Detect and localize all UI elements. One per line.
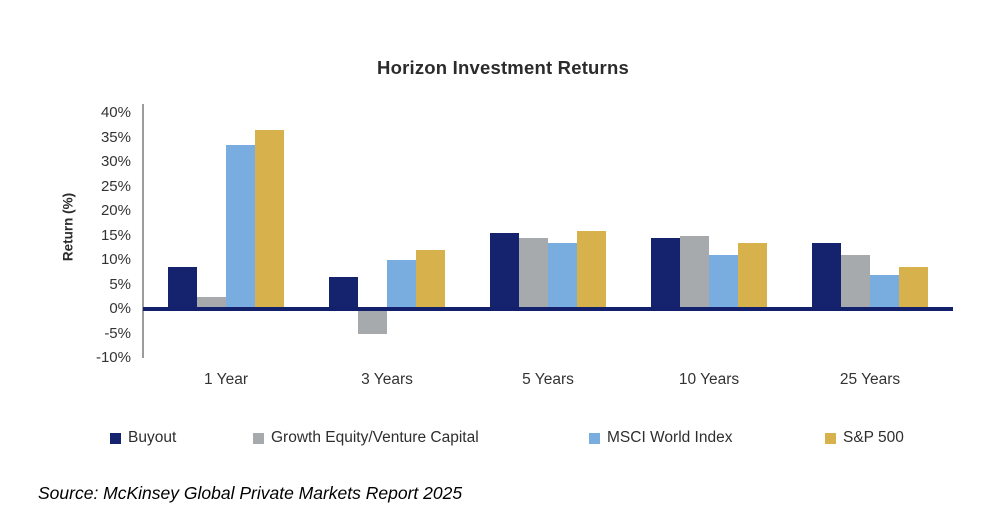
x-tick-label-5-years: 5 Years bbox=[522, 371, 574, 388]
y-tick-label: -5% bbox=[104, 324, 131, 342]
y-tick-label: 0% bbox=[109, 300, 131, 317]
bar-s-p-500-5-years bbox=[577, 230, 606, 309]
legend-item-s-p-500: S&P 500 bbox=[825, 429, 904, 447]
y-tick-label: -10% bbox=[95, 349, 131, 366]
legend-swatch-icon bbox=[253, 432, 264, 444]
y-tick-label: 20% bbox=[100, 202, 131, 219]
bar-growth-equity-venture-capital-3-years bbox=[358, 309, 387, 334]
bar-msci-world-index-5-years bbox=[548, 242, 577, 309]
y-tick-label: 25% bbox=[100, 177, 131, 195]
bar-buyout-5-years bbox=[490, 233, 519, 309]
y-tick-label: 10% bbox=[100, 251, 131, 268]
legend-swatch-icon bbox=[110, 432, 121, 444]
legend-swatch-icon bbox=[825, 432, 836, 444]
bar-growth-equity-venture-capital-25-years bbox=[841, 255, 870, 309]
bar-buyout-10-years bbox=[651, 237, 680, 309]
legend-label: Growth Equity/Venture Capital bbox=[271, 429, 479, 446]
bar-msci-world-index-10-years bbox=[709, 255, 738, 309]
y-tick-label: 15% bbox=[100, 226, 131, 244]
x-tick-label-1-year: 1 Year bbox=[204, 371, 248, 388]
legend-label: Buyout bbox=[128, 429, 177, 446]
zero-axis-line bbox=[143, 307, 953, 311]
bar-msci-world-index-1-year bbox=[226, 144, 255, 309]
x-tick-label-3-years: 3 Years bbox=[361, 371, 413, 388]
chart-title: Horizon Investment Returns bbox=[377, 57, 629, 78]
bar-msci-world-index-25-years bbox=[870, 274, 899, 309]
bar-buyout-3-years bbox=[329, 277, 358, 309]
bar-growth-equity-venture-capital-1-year bbox=[197, 296, 226, 309]
bar-growth-equity-venture-capital-10-years bbox=[680, 235, 709, 309]
legend-item-growth-equity-venture-capital: Growth Equity/Venture Capital bbox=[253, 429, 479, 447]
bar-s-p-500-3-years bbox=[416, 250, 445, 309]
x-tick-label-10-years: 10 Years bbox=[678, 371, 740, 388]
bar-buyout-1-year bbox=[168, 267, 197, 309]
y-axis-line bbox=[142, 104, 144, 358]
x-tick-label-25-years: 25 Years bbox=[839, 371, 901, 388]
legend-item-msci-world-index: MSCI World Index bbox=[589, 429, 732, 447]
bar-msci-world-index-3-years bbox=[387, 260, 416, 309]
y-tick-label: 5% bbox=[109, 275, 131, 293]
legend-swatch-icon bbox=[589, 432, 600, 444]
y-tick-label: 30% bbox=[100, 153, 131, 170]
legend-label: S&P 500 bbox=[843, 429, 904, 446]
bar-growth-equity-venture-capital-5-years bbox=[519, 237, 548, 309]
bar-s-p-500-10-years bbox=[738, 242, 767, 309]
y-tick-label: 35% bbox=[100, 128, 131, 146]
legend-item-buyout: Buyout bbox=[110, 429, 176, 447]
bar-buyout-25-years bbox=[812, 242, 841, 309]
source-note: Source: McKinsey Global Private Markets … bbox=[38, 483, 463, 503]
legend-label: MSCI World Index bbox=[607, 429, 733, 446]
y-tick-label: 40% bbox=[100, 104, 131, 121]
bar-s-p-500-1-year bbox=[255, 130, 284, 309]
bar-s-p-500-25-years bbox=[899, 267, 928, 309]
